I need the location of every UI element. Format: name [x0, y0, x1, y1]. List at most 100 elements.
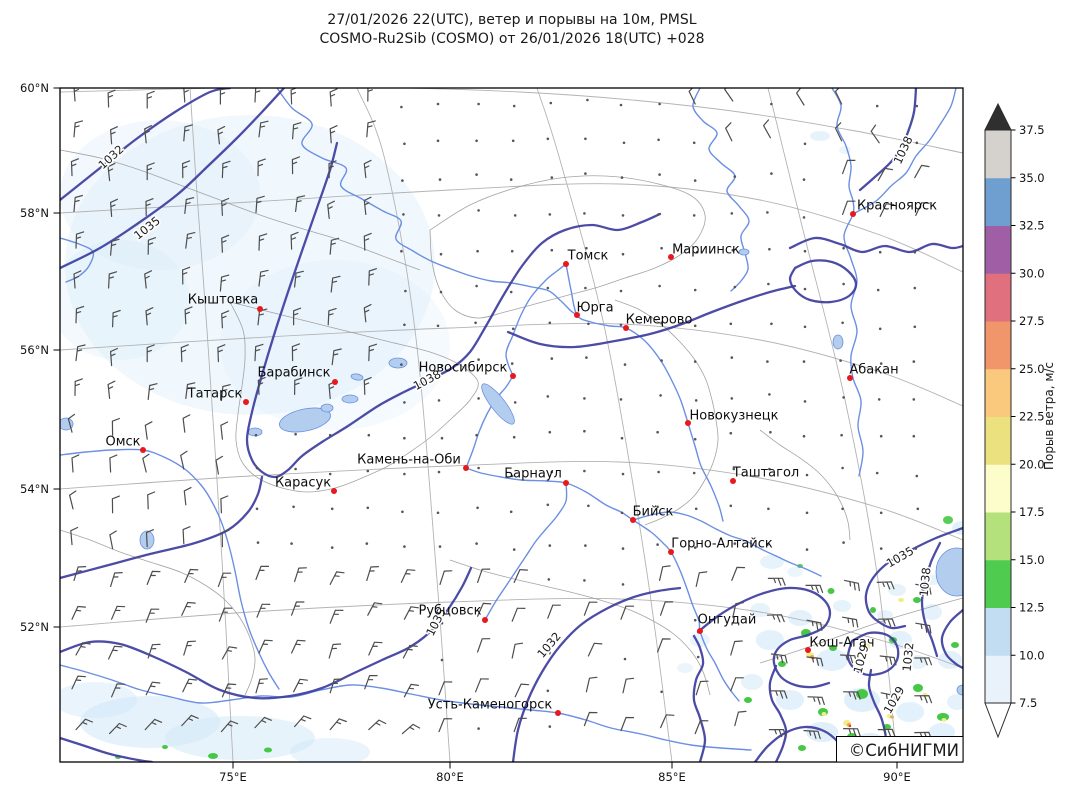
calm-wind-dot — [729, 431, 733, 435]
calm-wind-dot — [693, 179, 697, 182]
wind-barb — [145, 529, 154, 548]
city-label: Кош-Агач — [809, 636, 874, 651]
city-dot — [555, 710, 561, 716]
river — [465, 467, 740, 702]
river — [831, 88, 864, 477]
calm-wind-dot — [477, 102, 480, 106]
wind-barb — [328, 643, 342, 659]
calm-wind-dot — [546, 503, 550, 507]
wind-barb — [803, 730, 821, 740]
wind-barb — [363, 377, 372, 395]
wind-barb — [877, 167, 893, 182]
isobar-line — [940, 608, 963, 670]
wind-barb — [915, 202, 930, 216]
wind-barb — [75, 718, 93, 731]
calm-wind-dot — [841, 507, 844, 511]
gust-shade-patch — [778, 661, 786, 667]
calm-wind-dot — [656, 505, 659, 509]
wind-barb — [258, 639, 273, 654]
calm-wind-dot — [693, 288, 697, 292]
isobar-line — [920, 541, 942, 658]
wind-barb — [147, 643, 161, 659]
city-dot — [243, 399, 249, 405]
city-label: Рубцовск — [418, 604, 481, 619]
calm-wind-dot — [550, 248, 554, 252]
calm-wind-dot — [366, 469, 370, 473]
wind-barb — [914, 731, 933, 740]
wind-barb — [146, 162, 155, 181]
wind-barb — [695, 680, 709, 696]
wind-barb — [145, 608, 160, 623]
calm-wind-dot — [660, 690, 663, 694]
wind-barb — [329, 571, 345, 585]
calm-wind-dot — [915, 104, 919, 108]
lake — [738, 248, 750, 256]
calm-wind-dot — [915, 474, 919, 478]
wind-barb — [328, 160, 337, 179]
calm-wind-dot — [733, 175, 737, 178]
wind-barb — [363, 196, 372, 215]
wind-barb — [844, 579, 860, 592]
wind-barb — [368, 343, 377, 362]
city-dot — [332, 379, 338, 385]
wind-barb — [513, 717, 527, 733]
gust-shade-patch — [829, 645, 837, 651]
wind-barb — [513, 569, 528, 583]
city-dot — [668, 549, 674, 555]
city-dot — [850, 211, 856, 217]
wind-barb — [477, 638, 491, 653]
colorbar-over-arrow — [984, 102, 1012, 131]
wind-barb — [914, 657, 933, 666]
calm-wind-dot — [768, 467, 771, 471]
wind-barb — [180, 450, 188, 470]
wind-barb — [290, 88, 298, 105]
wind-barb — [770, 653, 788, 664]
colorbar-tick-label: 12.5 — [1019, 601, 1045, 615]
isobar-line — [858, 88, 918, 192]
calm-wind-dot — [510, 362, 514, 365]
isobar-line — [511, 586, 682, 762]
wind-barb — [67, 413, 76, 433]
isobar-label: 1032 — [900, 642, 917, 673]
calm-wind-dot — [402, 213, 405, 216]
wind-barb — [511, 642, 524, 659]
wind-barb — [220, 384, 231, 401]
gust-shading-layer — [60, 115, 963, 762]
wind-barb — [181, 601, 196, 616]
wind-barb — [74, 378, 83, 396]
wind-barb — [587, 642, 603, 657]
calm-wind-dot — [400, 249, 403, 253]
wind-barb — [294, 567, 307, 582]
wind-barb — [217, 126, 226, 145]
calm-wind-dot — [733, 542, 737, 545]
wind-barb — [514, 683, 530, 698]
wind-barb — [915, 622, 932, 634]
wind-barb — [71, 454, 80, 473]
river — [505, 263, 567, 377]
calm-wind-dot — [440, 436, 444, 440]
wind-barb — [221, 646, 238, 660]
calm-wind-dot — [328, 472, 332, 476]
calm-wind-dot — [256, 541, 260, 544]
wind-barb — [368, 268, 377, 286]
river — [565, 263, 724, 522]
wind-barb — [71, 605, 86, 620]
wind-barb — [256, 603, 271, 618]
wind-barb — [221, 197, 230, 216]
calm-wind-dot — [440, 658, 444, 662]
calm-wind-dot — [550, 357, 554, 360]
city-dot — [574, 312, 580, 318]
calm-wind-dot — [294, 467, 297, 471]
isobar-line — [768, 664, 788, 762]
calm-wind-dot — [584, 172, 587, 175]
wind-barb — [734, 710, 747, 727]
calm-wind-dot — [803, 325, 807, 329]
lon-tick-label: 85°E — [658, 770, 686, 784]
wind-barb — [511, 607, 526, 622]
calm-wind-dot — [404, 289, 407, 293]
calm-wind-dot — [439, 252, 443, 256]
calm-wind-dot — [730, 212, 734, 215]
calm-wind-dot — [770, 172, 773, 175]
colorbar-tick-label: 10.0 — [1019, 648, 1045, 662]
